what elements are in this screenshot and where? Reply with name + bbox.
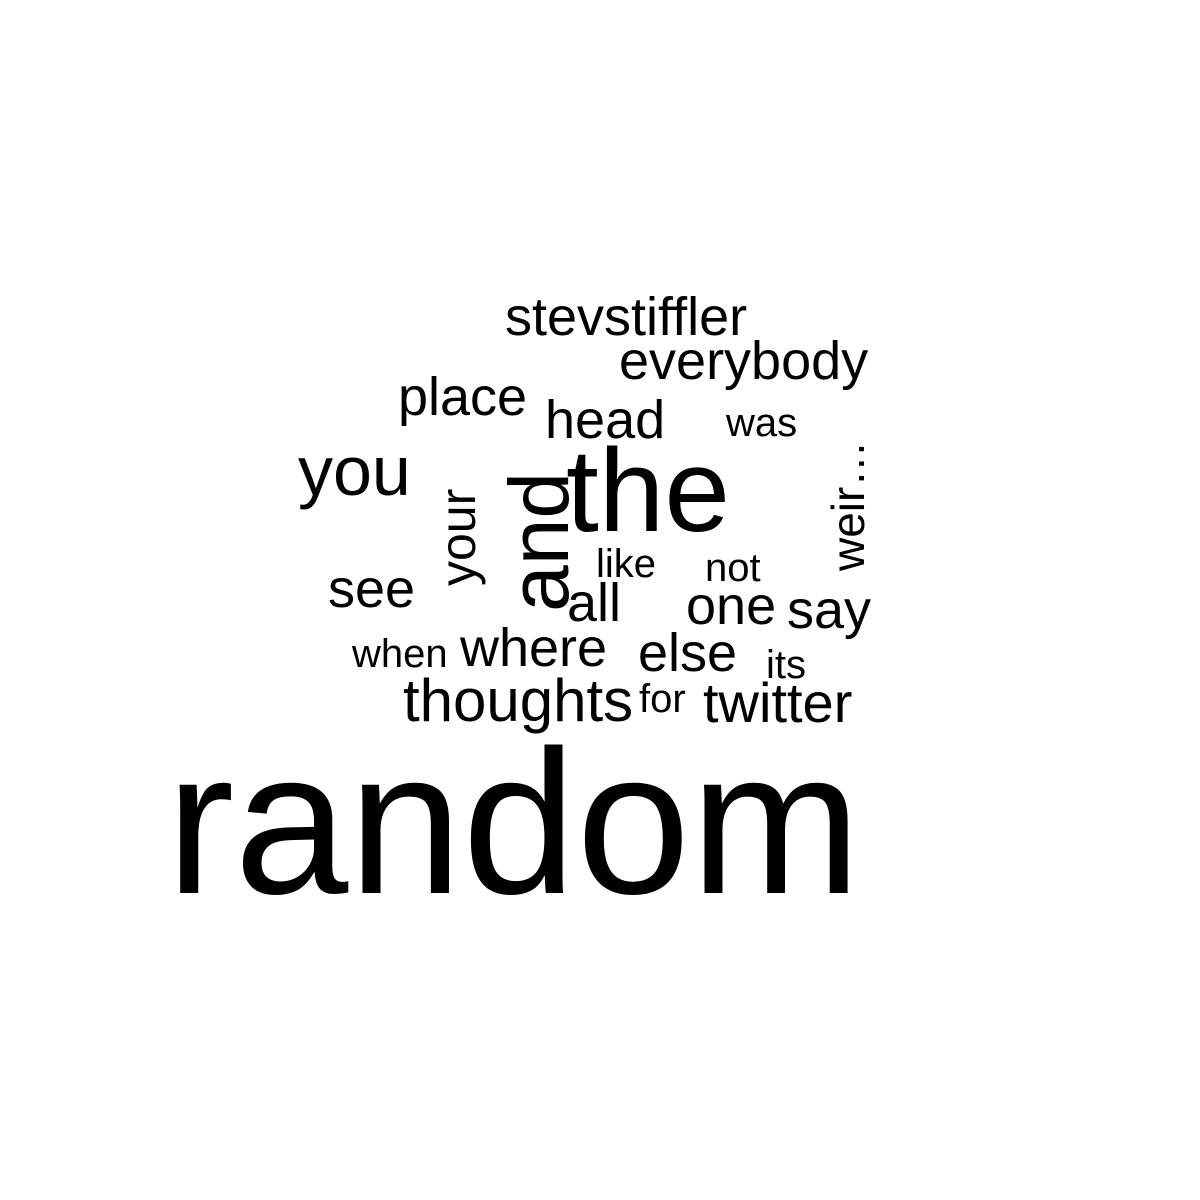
word-weir: weir… [822,440,874,571]
word-say: say [787,580,872,640]
word-when: when [352,632,448,676]
word-where: where [460,618,608,678]
word-all: all [567,573,622,633]
word-random: random [166,708,862,937]
word-twitter: twitter [703,671,853,734]
word-thoughts: thoughts [403,667,634,734]
word-its: its [766,643,806,687]
word-the: the [566,425,731,557]
word-your: your [430,488,486,586]
word-one: one [686,576,777,636]
word-place: place [398,367,528,427]
word-see: see [328,559,416,619]
word-was: was [726,401,798,445]
word-for: for [639,677,686,721]
word-stevstiffler: stevstiffler [505,287,748,347]
word-not: not [705,546,761,590]
word-everybody: everybody [619,331,869,391]
word-head: head [545,390,666,450]
word-you: you [298,432,411,510]
word-else: else [638,623,738,683]
word-like: like [596,542,657,586]
